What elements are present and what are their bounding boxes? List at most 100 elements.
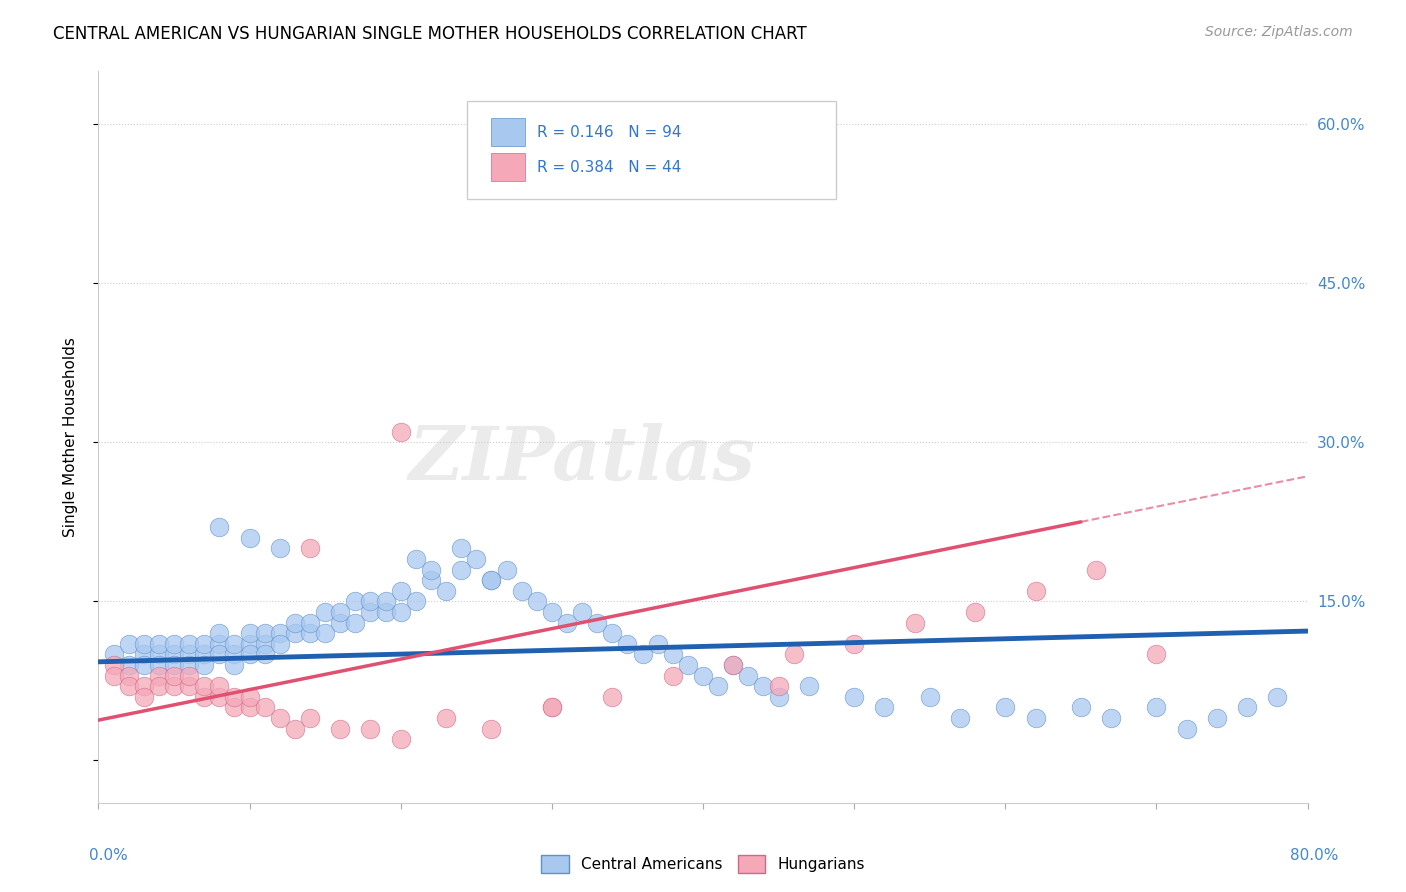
Point [389,732,412,747]
Point [555,615,578,630]
Point [132,690,155,704]
Point [1070,700,1092,714]
Point [208,648,231,662]
Point [994,700,1017,714]
Point [420,573,443,587]
Point [329,615,352,630]
Point [904,615,927,630]
Point [616,637,638,651]
Point [844,690,866,704]
Point [389,605,412,619]
Point [389,425,412,439]
Point [208,637,231,651]
Point [224,658,246,673]
Point [269,637,291,651]
Point [132,637,155,651]
Point [103,668,125,682]
Point [949,711,972,725]
Point [374,594,396,608]
Point [179,668,201,682]
Y-axis label: Single Mother Households: Single Mother Households [63,337,77,537]
Point [434,711,457,725]
Point [586,615,609,630]
Point [118,658,141,673]
Point [434,583,457,598]
Point [224,648,246,662]
FancyBboxPatch shape [467,101,837,200]
Point [193,658,215,673]
Point [1085,563,1108,577]
Point [661,648,683,662]
Point [253,648,276,662]
Bar [492,118,526,146]
Legend: Central Americans, Hungarians: Central Americans, Hungarians [536,848,870,880]
Text: Source: ZipAtlas.com: Source: ZipAtlas.com [1205,25,1353,39]
Text: 80.0%: 80.0% [1291,848,1339,863]
Point [193,637,215,651]
Point [148,658,170,673]
Point [1144,648,1167,662]
Point [299,615,322,630]
Point [1024,583,1046,598]
Point [540,700,562,714]
Point [737,668,759,682]
Point [193,690,215,704]
Point [783,648,806,662]
Point [389,583,412,598]
Point [965,605,987,619]
Point [1175,722,1198,736]
Point [148,637,170,651]
Point [118,679,141,693]
Point [676,658,699,673]
Point [208,520,231,534]
Point [692,668,714,682]
Bar [492,153,526,181]
Point [540,605,562,619]
Point [450,541,472,556]
Text: 0.0%: 0.0% [89,848,128,863]
Point [299,626,322,640]
Point [314,605,336,619]
Point [481,573,503,587]
Point [1236,700,1258,714]
Point [253,637,276,651]
Point [224,700,246,714]
Point [797,679,820,693]
Point [163,648,186,662]
Point [768,690,790,704]
Point [602,690,624,704]
Point [465,552,488,566]
Point [284,615,307,630]
Point [374,605,396,619]
Point [179,648,201,662]
Point [344,594,367,608]
Point [344,615,367,630]
Point [253,626,276,640]
Point [148,648,170,662]
Point [179,658,201,673]
Point [571,605,593,619]
Point [540,700,562,714]
Point [118,668,141,682]
Text: R = 0.384   N = 44: R = 0.384 N = 44 [537,160,682,175]
Point [239,690,262,704]
Point [208,626,231,640]
Point [1206,711,1229,725]
Point [193,679,215,693]
Point [284,626,307,640]
Point [239,626,262,640]
Point [495,563,517,577]
Point [481,722,503,736]
Point [481,573,503,587]
Point [103,648,125,662]
Point [163,658,186,673]
Point [752,679,775,693]
Point [360,594,382,608]
Point [405,594,427,608]
Point [405,552,427,566]
Point [224,690,246,704]
Point [132,679,155,693]
Point [602,626,624,640]
Point [360,605,382,619]
Point [360,722,382,736]
